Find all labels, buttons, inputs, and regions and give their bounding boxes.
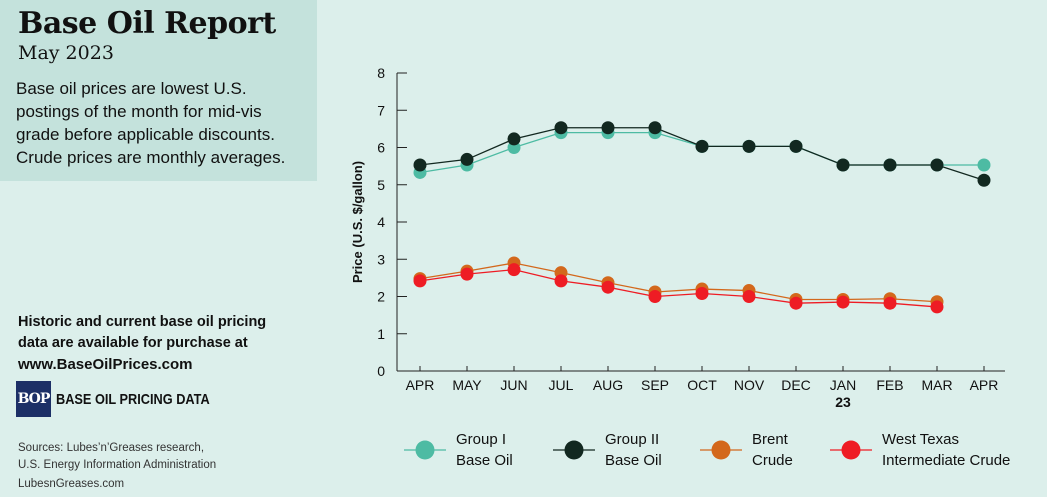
sources-line-1: Sources: Lubes’n’Greases research, (18, 442, 205, 454)
x-year-label: 23 (835, 394, 851, 410)
y-tick-label-0: 0 (377, 363, 385, 379)
data-point-group2-4 (601, 121, 615, 135)
x-tick-label-0: APR (406, 377, 435, 393)
data-point-wti-10 (883, 296, 897, 310)
y-tick-label-1: 1 (377, 326, 385, 342)
x-tick-label-11: MAR (921, 377, 952, 393)
y-tick-label-5: 5 (377, 177, 385, 193)
y-tick-label-6: 6 (377, 140, 385, 156)
report-date: May 2023 (18, 42, 114, 64)
data-point-wti-5 (648, 290, 662, 303)
legend-marker-wti (841, 440, 861, 460)
series-line-wti (419, 269, 938, 308)
promo-line-2: data are available for purchase at (18, 335, 248, 351)
data-point-wti-11 (930, 300, 944, 314)
site-credit: LubesnGreases.com (18, 478, 125, 490)
x-tick-label-12: APR (970, 377, 999, 393)
y-tick-label-7: 7 (377, 102, 385, 118)
data-point-group2-5 (648, 121, 662, 135)
sources-line-2: U.S. Energy Information Administration (18, 459, 217, 471)
x-tick-label-2: JUN (500, 377, 527, 393)
x-tick-label-10: FEB (876, 377, 903, 393)
x-tick-label-1: MAY (452, 377, 482, 393)
data-point-group2-3 (554, 121, 568, 135)
data-point-wti-2 (507, 263, 521, 277)
promo-url-link[interactable]: www.BaseOilPrices.com (18, 356, 193, 373)
data-point-group2-9 (836, 158, 850, 172)
x-tick-label-4: AUG (593, 377, 623, 393)
data-point-wti-0 (413, 274, 427, 288)
data-point-wti-6 (695, 287, 709, 301)
report-description: Base oil prices are lowest U.S. postings… (16, 79, 286, 167)
data-point-group2-6 (695, 139, 709, 153)
data-point-group2-10 (883, 158, 897, 172)
data-point-group2-8 (789, 139, 803, 153)
y-tick-label-8: 8 (377, 65, 385, 81)
x-tick-label-9: JAN (830, 377, 856, 393)
data-point-wti-1 (460, 267, 474, 281)
data-point-group1-12 (977, 158, 991, 172)
report-title: Base Oil Report (18, 6, 276, 41)
bop-logo-mark: BOP (16, 381, 51, 417)
promo-text: Historic and current base oil pricing da… (18, 312, 308, 375)
x-tick-label-8: DEC (781, 377, 811, 393)
legend-label-wti: West Texas Intermediate Crude (882, 431, 1011, 469)
x-tick-label-7: NOV (734, 377, 765, 393)
chart-points (413, 121, 991, 314)
legend-label-group1: Group I Base Oil (456, 431, 513, 469)
y-tick-label-2: 2 (377, 289, 385, 305)
data-point-wti-9 (836, 295, 850, 309)
legend-label-group2: Group II Base Oil (605, 431, 662, 469)
x-tick-label-5: SEP (641, 377, 669, 393)
chart-lines (419, 127, 985, 308)
legend-marker-group1 (415, 440, 435, 460)
data-point-group2-2 (507, 132, 521, 146)
sources: Sources: Lubes’n’Greases research, U.S. … (18, 440, 308, 474)
legend-marker-group2 (564, 440, 584, 460)
data-point-group2-7 (742, 139, 756, 153)
legend-label-brent: Brent Crude (752, 431, 793, 469)
data-point-wti-8 (789, 296, 803, 310)
data-point-group2-11 (930, 158, 944, 172)
title-panel: Base Oil Report May 2023 Base oil prices… (0, 0, 317, 181)
data-point-wti-7 (742, 290, 756, 303)
data-point-wti-3 (554, 274, 568, 288)
promo-line-1: Historic and current base oil pricing (18, 314, 267, 330)
bop-logo-text: BASE OIL PRICING DATA (56, 390, 210, 408)
data-point-group2-1 (460, 152, 474, 166)
legend-marker-brent (711, 440, 731, 460)
series-line-brent (419, 262, 938, 303)
bop-logo: BOP BASE OIL PRICING DATA (16, 381, 237, 417)
y-axis-label: Price (U.S. $/gallon) (350, 161, 365, 283)
x-tick-label-6: OCT (687, 377, 717, 393)
y-tick-label-4: 4 (377, 214, 385, 230)
data-point-group2-12 (977, 173, 991, 187)
data-point-wti-4 (601, 280, 615, 294)
chart-legend (404, 440, 872, 460)
series-line-group2 (419, 127, 985, 181)
data-point-group2-0 (413, 158, 427, 172)
y-tick-label-3: 3 (377, 251, 385, 267)
x-tick-label-3: JUL (549, 377, 574, 393)
